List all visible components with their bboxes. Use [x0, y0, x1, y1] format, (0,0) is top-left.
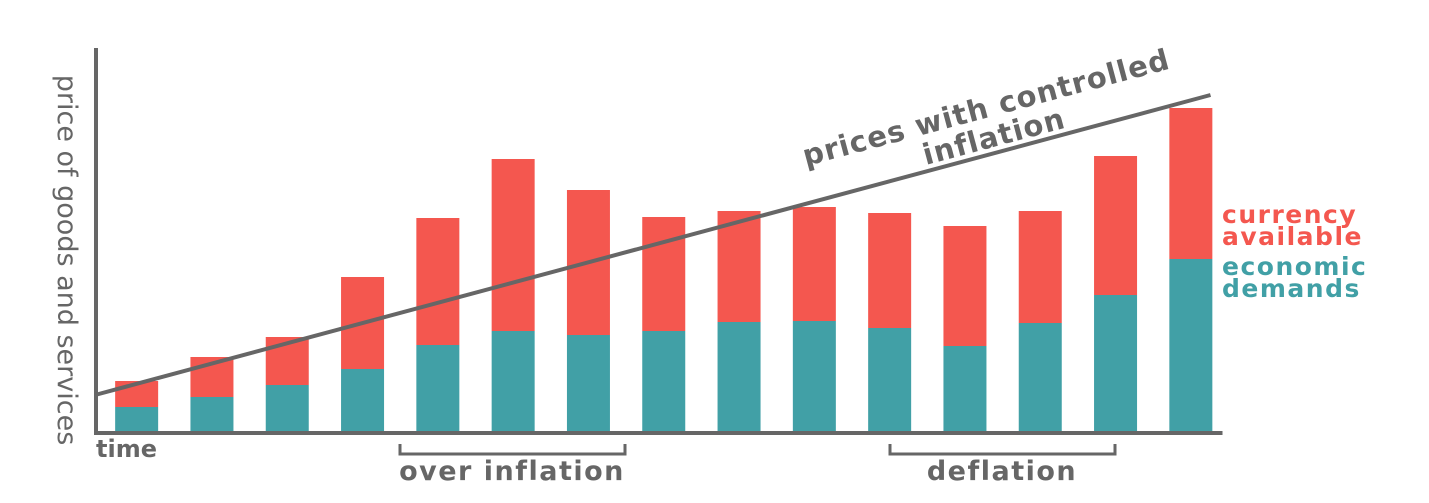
y-axis-label: price of goods and services: [51, 75, 82, 446]
bar-segment: [868, 213, 912, 328]
legend-entry: currency available: [1222, 200, 1363, 251]
annotation: deflation: [927, 456, 1077, 487]
bar-segment: [1018, 323, 1062, 432]
legend: currency available economic demands: [1222, 200, 1422, 308]
trend-line: [94, 93, 1212, 397]
bar-segment: [416, 345, 460, 432]
bar-segment: [642, 217, 686, 331]
bar-segment: [491, 159, 535, 331]
bar-segment: [1018, 211, 1062, 323]
bracket: [398, 444, 627, 456]
bar-segment: [717, 211, 761, 322]
bar-segment: [1169, 259, 1213, 432]
bar-segment: [642, 331, 686, 432]
bar-segment: [1094, 156, 1138, 295]
bar-segment: [416, 218, 460, 345]
bar-segment: [566, 335, 610, 432]
bar-segment: [1169, 108, 1213, 259]
bar-segment: [265, 385, 309, 432]
annotation: over inflation: [399, 456, 625, 487]
bar-segment: [868, 328, 912, 432]
bar-segment: [792, 321, 836, 432]
bar-segment: [943, 346, 987, 432]
bar-segment: [792, 207, 836, 321]
bar-segment: [341, 369, 385, 432]
bar-segment: [943, 226, 987, 346]
bar-segment: [1094, 295, 1138, 432]
bar-segment: [115, 407, 159, 432]
bracket: [888, 444, 1117, 456]
x-axis-label: time: [96, 435, 157, 463]
bar-segment: [491, 331, 535, 432]
bar-segment: [190, 397, 234, 432]
axis: [94, 48, 1223, 435]
bar-segment: [717, 322, 761, 432]
legend-entry: economic demands: [1222, 252, 1368, 303]
